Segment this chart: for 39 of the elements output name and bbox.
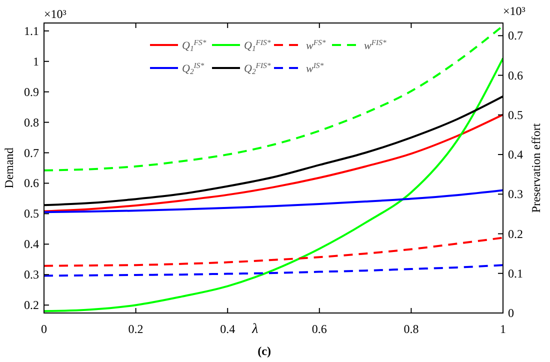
x-tick-label: 0.4 xyxy=(220,322,236,336)
y-axis-title: Demand xyxy=(2,148,16,188)
line-series xyxy=(44,264,503,277)
y-tick-label: 0.8 xyxy=(24,115,39,130)
x-tick-label: 0 xyxy=(41,322,47,336)
text: ×10³ xyxy=(44,7,67,21)
y-tick-label: 1 xyxy=(33,54,39,68)
x-tick-label: 1 xyxy=(500,322,506,336)
y-tick-label: 0.2 xyxy=(24,298,39,312)
y-tick-label: 1.1 xyxy=(24,24,39,38)
x-tick-label: 0.8 xyxy=(404,322,419,336)
x-tick-label: 0.6 xyxy=(312,322,327,336)
y2-tick-label: 0.4 xyxy=(508,148,523,162)
legend-label: w$^{FIS*}$ xyxy=(364,38,386,52)
line-series xyxy=(44,114,503,212)
text: (c) xyxy=(258,344,271,358)
y-tick-label: 0.6 xyxy=(24,176,39,190)
y-tick-label: 0.7 xyxy=(24,146,39,160)
x-axis-title: λ xyxy=(251,322,258,337)
y-tick-label: 0.9 xyxy=(24,84,39,99)
y-tick-label: 0.4 xyxy=(24,237,39,252)
legend-label: w$^{IS*}$ xyxy=(306,61,324,75)
y2-tick-label: 0.5 xyxy=(508,108,523,122)
y2-tick-label: 0.6 xyxy=(508,68,523,82)
x-tick-label: 0.2 xyxy=(128,322,144,336)
y-tick-label: 0.3 xyxy=(24,268,39,282)
y2-tick-label: 0.1 xyxy=(508,266,523,280)
y2-tick-label: 0 xyxy=(508,306,514,320)
line-series xyxy=(44,57,503,312)
y2-tick-label: 0.7 xyxy=(508,28,523,43)
y2-axis-title: Preservation effort xyxy=(529,122,543,213)
y2-tick-label: 0.2 xyxy=(508,226,523,241)
y-tick-label: 0.5 xyxy=(24,206,39,221)
y2-tick-label: 0.3 xyxy=(508,187,523,202)
legend-label: w$^{FS*}$ xyxy=(306,38,326,52)
line-series xyxy=(44,24,503,172)
line-series xyxy=(44,189,503,214)
line-series xyxy=(44,236,503,267)
text: ×10³ xyxy=(503,4,526,18)
